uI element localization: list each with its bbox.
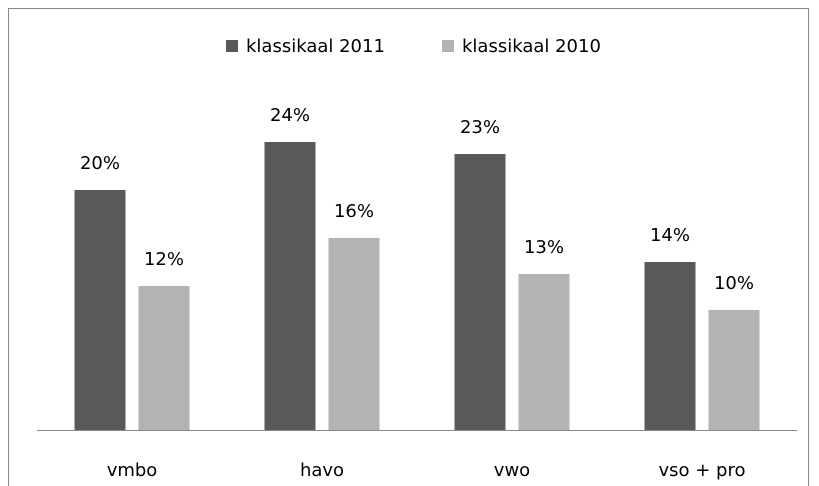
x-tick-label: vmbo: [107, 460, 158, 481]
x-tick-label: havo: [300, 460, 344, 481]
x-tick-label: vwo: [494, 460, 530, 481]
legend-swatch: [226, 40, 238, 52]
data-label: 24%: [270, 105, 310, 126]
data-label: 23%: [460, 117, 500, 138]
bar: [264, 142, 316, 430]
bar: [644, 262, 696, 430]
legend-label: klassikaal 2011: [246, 36, 385, 57]
bar: [328, 238, 380, 430]
legend-label: klassikaal 2010: [462, 36, 601, 57]
data-label: 16%: [334, 201, 374, 222]
data-label: 14%: [650, 225, 690, 246]
bar: [138, 286, 190, 430]
bar: [708, 310, 760, 430]
x-tick-label: vso + pro: [658, 460, 745, 481]
data-label: 13%: [524, 237, 564, 258]
data-label: 10%: [714, 273, 754, 294]
bar: [454, 154, 506, 430]
bar: [74, 190, 126, 430]
bar: [518, 274, 570, 430]
data-label: 20%: [80, 153, 120, 174]
data-label: 12%: [144, 249, 184, 270]
legend-swatch: [442, 40, 454, 52]
